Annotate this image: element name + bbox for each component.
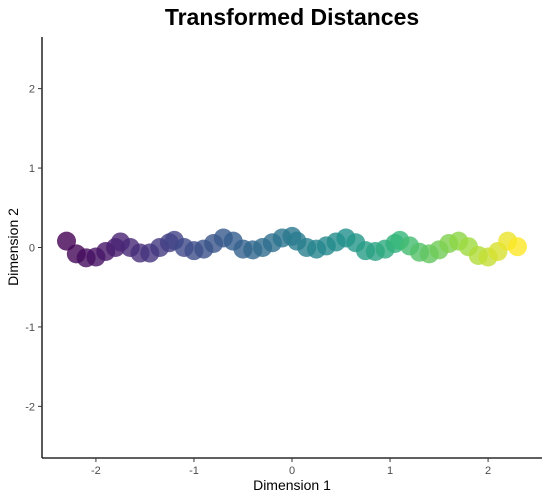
y-tick-label: 1 [29,163,35,175]
y-axis-title: Dimension 2 [5,208,21,286]
chart-title: Transformed Distances [165,4,419,30]
x-tick-label: 2 [485,465,491,477]
x-axis-ticks: -2 -1 0 1 2 [91,458,491,477]
x-axis-title: Dimension 1 [253,477,331,493]
y-axis-ticks: -2 -1 0 1 2 [25,84,42,413]
y-tick-label: 2 [29,84,35,96]
y-tick-label: -2 [25,401,35,413]
x-tick-label: 1 [387,465,393,477]
x-tick-label: -1 [189,465,199,477]
x-tick-label: -2 [91,465,101,477]
data-points [57,226,527,268]
x-tick-label: 0 [289,465,295,477]
y-tick-label: 0 [29,243,35,255]
y-tick-label: -1 [25,322,35,334]
data-point [507,237,527,257]
